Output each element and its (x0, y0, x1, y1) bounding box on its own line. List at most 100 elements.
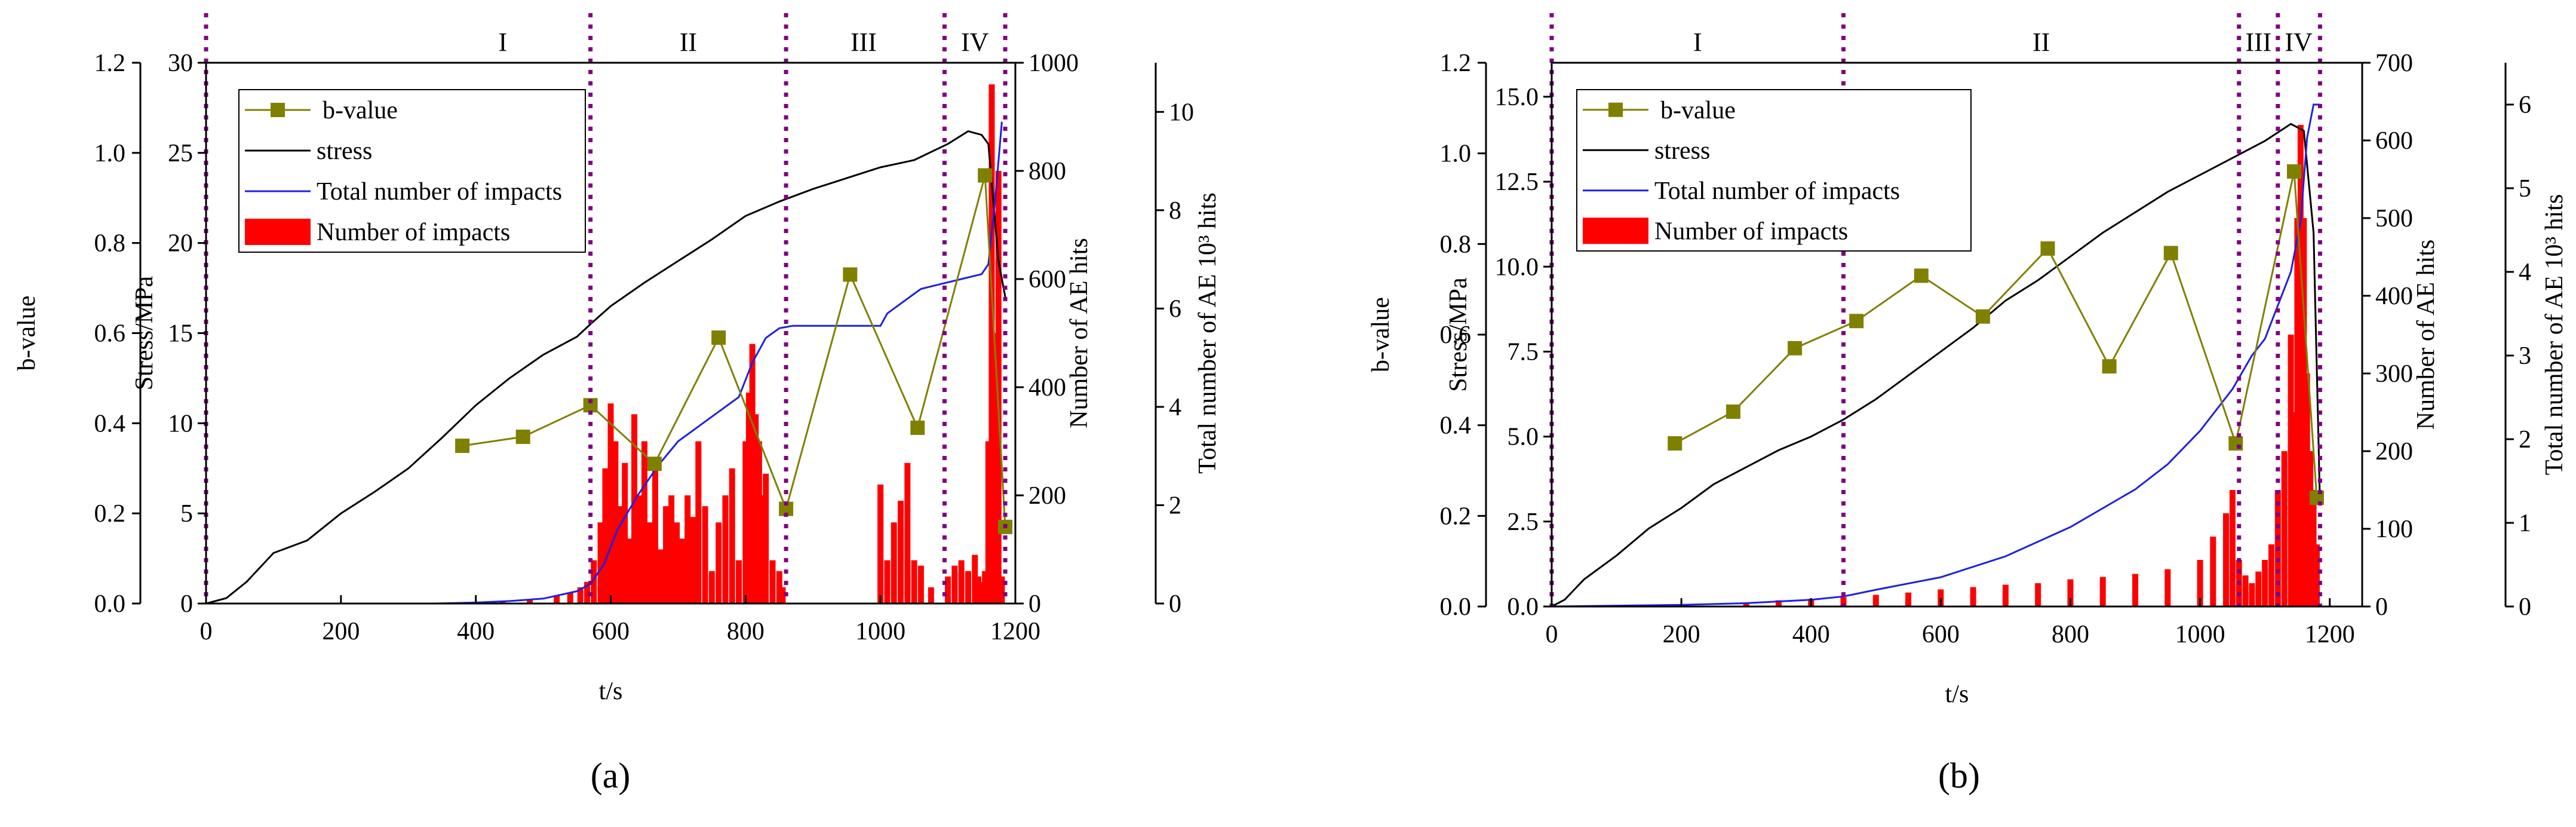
legend-stress-label: stress (317, 137, 372, 165)
bvalue-marker (711, 330, 726, 345)
x-axis-label: t/s (1945, 681, 1969, 708)
stress-axis-tick-label: 25 (168, 140, 193, 167)
impact-bar (2255, 571, 2262, 607)
bvalue-marker (1975, 309, 1990, 324)
total-axis-label: Total number of AE 10³ hits (1194, 192, 1221, 473)
stress-axis-label: Stress/MPa (1445, 277, 1472, 392)
impact-bar (2297, 125, 2304, 607)
b-axis-tick-label: 0.4 (94, 410, 126, 437)
b-axis-tick-label: 0.6 (94, 320, 126, 348)
impact-bar (779, 587, 786, 604)
b-axis-tick-label: 0.0 (1440, 593, 1472, 621)
impact-bar (776, 571, 782, 604)
impact-bar (2223, 513, 2230, 607)
impact-bar (2291, 412, 2298, 607)
impact-bar (911, 560, 917, 604)
impact-bar (982, 571, 988, 604)
b-axis-tick-label: 1.2 (94, 50, 126, 77)
ae-axis-label: Number of AE hits (1066, 238, 1093, 428)
x-axis-label: t/s (599, 678, 623, 705)
impact-bar (577, 587, 584, 604)
impact-bar (2197, 560, 2203, 607)
impact-bar (584, 581, 590, 604)
impact-bar (1938, 589, 1944, 607)
impact-bar (978, 581, 985, 604)
b-axis-tick-label: 0.0 (94, 590, 126, 618)
impact-bar (891, 522, 897, 604)
legend-bvalue-marker (271, 103, 285, 117)
impact-bar (2229, 490, 2236, 607)
legend: b-value stress Total number of impacts Numb… (1576, 89, 1972, 252)
impact-bar (2210, 537, 2216, 607)
stress-line (205, 130, 1006, 605)
total-axis-tick-label: 4 (1169, 394, 1181, 421)
x-tick-label: 200 (322, 618, 360, 645)
legend-impacts-swatch (245, 219, 311, 245)
stress-axis-tick-label: 5.0 (1507, 424, 1539, 451)
b-axis-label: b-value (1367, 297, 1395, 372)
impact-bar (716, 522, 722, 604)
impact-bar (1743, 602, 1749, 607)
total-impacts-line (1551, 103, 2320, 608)
impact-bar (2067, 579, 2074, 607)
ae-axis-tick-label: 800 (1028, 158, 1066, 185)
b-axis-tick-label: 0.8 (1440, 231, 1472, 258)
impact-bar (679, 538, 686, 604)
impact-bar (708, 571, 715, 604)
phase-label: I (1693, 27, 1702, 57)
x-tick-label: 400 (1792, 621, 1830, 648)
x-tick-label: 0 (200, 618, 213, 645)
impact-bar (527, 599, 533, 604)
bvalue-line (462, 175, 1006, 527)
impact-bar (759, 495, 766, 604)
total-axis-label: Total number of AE 10³ hits (2541, 194, 2568, 475)
impact-bar (999, 576, 1005, 604)
impact-bar (2262, 560, 2268, 607)
impact-bar (668, 495, 675, 604)
total-axis-tick-label: 0 (1169, 590, 1181, 618)
ae-axis-tick-label: 1000 (1028, 50, 1079, 77)
ae-axis-tick-label: 400 (2375, 283, 2413, 310)
stress-axis-tick-label: 2.5 (1507, 509, 1539, 536)
stress-axis-tick-label: 12.5 (1495, 169, 1539, 196)
ae-axis-tick-label: 500 (2375, 205, 2413, 232)
ae-axis-tick-label: 300 (2375, 360, 2413, 388)
phase-label: IV (2285, 27, 2313, 57)
total-impacts-line (435, 121, 1003, 605)
bvalue-marker (2163, 246, 2178, 261)
phase-label: II (680, 27, 697, 57)
bvalue-marker (647, 457, 662, 471)
ae-axis-tick-label: 0 (2375, 593, 2388, 621)
x-tick-label: 1200 (990, 618, 1040, 645)
stress-axis-tick-label: 10.0 (1495, 253, 1539, 281)
impact-bar (567, 592, 573, 604)
ae-axis-tick-label: 600 (2375, 127, 2413, 155)
impact-bar (1970, 587, 1976, 607)
impact-bar (898, 501, 904, 604)
impact-bar (945, 576, 951, 604)
x-tick-label: 1000 (855, 618, 905, 645)
chart-panel-a: I II III IV0 200 400 600 800 1000 1200t/s0.00.20.… (13, 13, 1221, 795)
impact-bar (658, 549, 664, 604)
impact-bar (702, 506, 708, 604)
bvalue-marker (1668, 436, 1682, 451)
ae-axis-label: Number of AE hits (2412, 240, 2440, 430)
impact-bar (884, 560, 891, 604)
impact-bar (992, 333, 999, 604)
total-axis-tick-label: 3 (2519, 342, 2531, 370)
phase-label: III (2245, 27, 2271, 57)
impact-bar (641, 441, 647, 604)
total-axis-tick-label: 2 (1169, 492, 1181, 519)
impact-bar (2314, 544, 2320, 607)
impact-bar (2288, 335, 2294, 607)
total-axis-tick-label: 6 (2519, 91, 2531, 119)
bvalue-marker (1914, 268, 1929, 283)
impact-bar (2281, 451, 2288, 607)
impact-bar (729, 468, 735, 604)
x-tick-label: 800 (727, 618, 764, 645)
legend-bvalue-label: b-value (1660, 97, 1736, 124)
total-axis-tick-label: 8 (1169, 197, 1181, 225)
impact-bar (1905, 592, 1912, 607)
stress-axis-tick-label: 0.0 (1507, 593, 1539, 621)
impact-bar (2099, 577, 2106, 607)
